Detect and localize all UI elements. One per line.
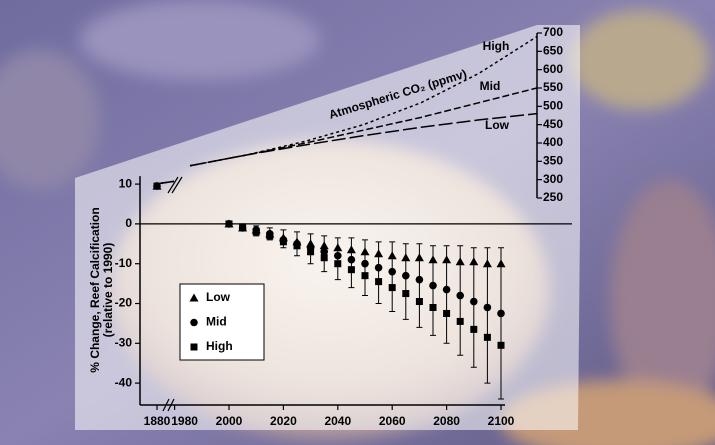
marker-circle xyxy=(388,268,396,276)
y-tick-label: -40 xyxy=(115,375,133,389)
marker-circle xyxy=(361,260,369,268)
y2-tick-label: 550 xyxy=(543,80,563,94)
marker-square xyxy=(375,278,382,285)
marker-square xyxy=(191,344,198,351)
marker-circle xyxy=(484,304,492,312)
y-tick-label: -10 xyxy=(115,256,133,270)
x-tick-label: 1980 xyxy=(171,414,198,428)
marker-square xyxy=(239,224,246,231)
legend-label: Mid xyxy=(206,315,227,329)
marker-circle xyxy=(348,256,356,264)
marker-square xyxy=(362,272,369,279)
marker-circle xyxy=(334,252,342,260)
y-tick-label: -30 xyxy=(115,335,133,349)
marker-square xyxy=(348,266,355,273)
marker-square xyxy=(321,254,328,261)
x-tick-label: 2060 xyxy=(379,414,406,428)
y2-tick-label: 400 xyxy=(543,135,563,149)
series-label: Mid xyxy=(480,79,501,93)
y2-tick-label: 250 xyxy=(543,190,563,204)
marker-square xyxy=(484,334,491,341)
marker-square xyxy=(253,228,260,235)
y2-tick-label: 450 xyxy=(543,117,563,131)
y2-tick-label: 500 xyxy=(543,99,563,113)
marker-circle xyxy=(429,282,437,290)
marker-square xyxy=(416,298,423,305)
y-axis-title: (relative to 1990) xyxy=(101,243,115,338)
y2-tick-label: 300 xyxy=(543,172,563,186)
series-label: High xyxy=(483,39,510,53)
marker-square xyxy=(280,238,287,245)
marker-square xyxy=(457,318,464,325)
marker-circle xyxy=(375,264,383,272)
x-tick-label: 2080 xyxy=(433,414,460,428)
marker-circle xyxy=(470,298,478,306)
marker-square xyxy=(226,220,233,227)
marker-square xyxy=(294,242,301,249)
marker-circle xyxy=(497,310,505,318)
x-tick-label: 2020 xyxy=(270,414,297,428)
legend-label: Low xyxy=(206,290,231,304)
legend-label: High xyxy=(206,339,233,353)
marker-square xyxy=(389,284,396,291)
y-tick-label: 0 xyxy=(125,216,132,230)
y-tick-label: 10 xyxy=(119,176,133,190)
marker-circle xyxy=(190,319,198,327)
marker-square xyxy=(334,260,341,267)
marker-circle xyxy=(443,286,451,294)
y2-tick-label: 350 xyxy=(543,154,563,168)
x-tick-label: 1880 xyxy=(144,414,171,428)
y-axis-title: % Change, Reef Calcification xyxy=(88,207,102,372)
x-tick-label: 2100 xyxy=(488,414,515,428)
y2-tick-label: 600 xyxy=(543,62,563,76)
marker-square xyxy=(402,290,409,297)
y2-tick-label: 650 xyxy=(543,44,563,58)
marker-square xyxy=(443,310,450,317)
marker-square xyxy=(470,326,477,333)
legend: Low Mid High xyxy=(180,284,264,360)
marker-square xyxy=(430,304,437,311)
marker-circle xyxy=(416,276,424,284)
x-tick-label: 2000 xyxy=(216,414,243,428)
x-tick-label: 2040 xyxy=(324,414,351,428)
y-tick-label: -20 xyxy=(115,296,133,310)
series-label: Low xyxy=(485,118,510,132)
marker-square xyxy=(154,183,161,190)
marker-square xyxy=(498,342,505,349)
y2-tick-label: 700 xyxy=(543,25,563,39)
marker-square xyxy=(266,232,273,239)
marker-circle xyxy=(402,272,410,280)
marker-square xyxy=(307,248,314,255)
marker-circle xyxy=(456,292,464,300)
chart: 250300350400450500550600650700Atmospheri… xyxy=(0,0,715,445)
